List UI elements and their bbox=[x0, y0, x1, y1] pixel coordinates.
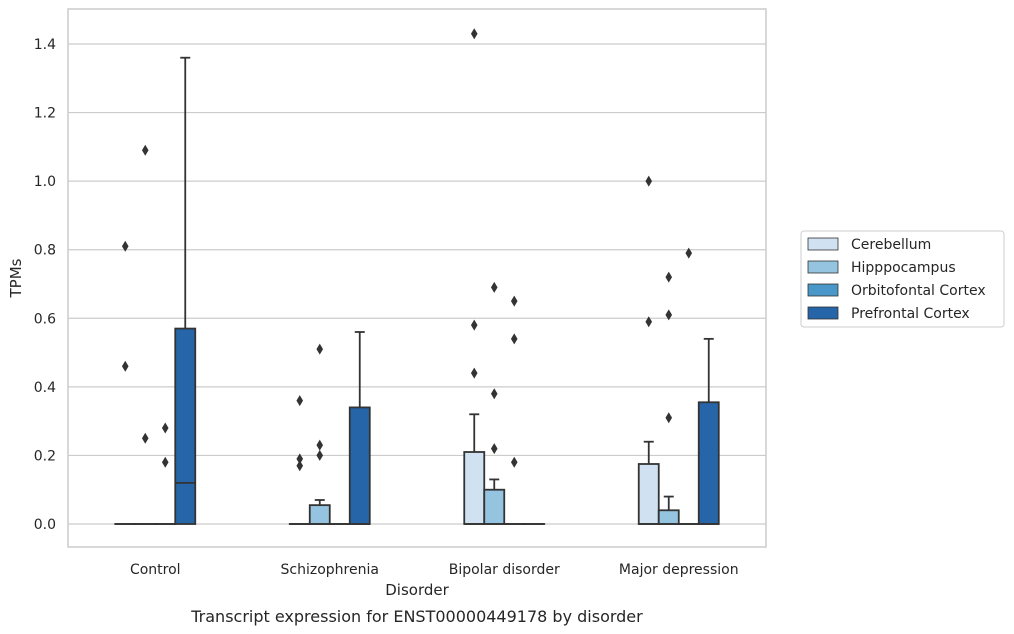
box-hipppocampus bbox=[657, 271, 680, 525]
box-hipppocampus bbox=[483, 281, 506, 525]
legend-swatch bbox=[807, 306, 839, 320]
chart-caption: Transcript expression for ENST0000044917… bbox=[190, 607, 643, 626]
x-tick-label: Control bbox=[130, 562, 181, 578]
box-body bbox=[657, 509, 680, 525]
outlier-point bbox=[470, 319, 478, 331]
outlier-point bbox=[470, 28, 478, 40]
outlier-point bbox=[296, 453, 304, 465]
outlier-point bbox=[296, 460, 304, 472]
y-tick-label: 0.0 bbox=[34, 517, 56, 533]
x-tick-label: Schizophrenia bbox=[281, 562, 379, 578]
legend-frame bbox=[800, 230, 1005, 328]
x-tick-label: Bipolar disorder bbox=[449, 562, 560, 578]
plot-area bbox=[68, 9, 766, 547]
outlier-point bbox=[121, 240, 129, 252]
box-body bbox=[463, 451, 486, 525]
y-tick-label: 0.8 bbox=[34, 243, 56, 259]
legend-swatch bbox=[807, 283, 839, 297]
y-axis-title: TPMs bbox=[7, 258, 25, 298]
box-body bbox=[483, 488, 506, 525]
box-hipppocampus bbox=[308, 343, 331, 525]
box-prefrontal-cortex bbox=[348, 331, 371, 525]
box-body bbox=[697, 401, 720, 525]
y-tick-label: 1.2 bbox=[34, 106, 56, 122]
outlier-point bbox=[510, 295, 518, 307]
outlier-point bbox=[141, 432, 149, 444]
y-tick-label: 0.2 bbox=[34, 448, 56, 464]
legend-label: Orbitofontal Cortex bbox=[851, 283, 986, 299]
outlier-point bbox=[470, 367, 478, 379]
outlier-point bbox=[316, 343, 324, 355]
outlier-point bbox=[665, 271, 673, 283]
y-tick-label: 1.4 bbox=[34, 37, 56, 53]
box-cerebellum bbox=[637, 175, 660, 525]
x-tick-label: Major depression bbox=[619, 562, 739, 578]
outlier-point bbox=[490, 281, 498, 293]
outlier-point bbox=[645, 175, 653, 187]
x-axis-title: Disorder bbox=[385, 581, 449, 599]
box-cerebellum bbox=[114, 240, 137, 525]
outlier-point bbox=[685, 247, 693, 259]
outlier-point bbox=[141, 144, 149, 156]
y-tick-label: 1.0 bbox=[34, 174, 56, 190]
outlier-point bbox=[490, 388, 498, 400]
outlier-point bbox=[316, 449, 324, 461]
outlier-point bbox=[490, 443, 498, 455]
box-body bbox=[348, 406, 371, 525]
outlier-point bbox=[121, 360, 129, 372]
box-prefrontal-cortex bbox=[697, 337, 720, 525]
box-prefrontal-cortex bbox=[174, 56, 197, 525]
box-body bbox=[174, 327, 197, 525]
outlier-point bbox=[645, 316, 653, 328]
outlier-point bbox=[161, 456, 169, 468]
outlier-point bbox=[161, 422, 169, 434]
outlier-point bbox=[510, 456, 518, 468]
legend-swatch bbox=[807, 260, 839, 274]
plot-frame bbox=[67, 8, 767, 548]
y-tick-label: 0.6 bbox=[34, 311, 56, 327]
outlier-point bbox=[510, 333, 518, 345]
y-tick-label: 0.4 bbox=[34, 380, 56, 396]
legend-label: Prefrontal Cortex bbox=[851, 306, 970, 322]
box-body bbox=[637, 463, 660, 525]
outlier-point bbox=[296, 395, 304, 407]
chart-marks bbox=[114, 28, 720, 525]
legend-label: Hipppocampus bbox=[851, 260, 956, 276]
outlier-point bbox=[665, 309, 673, 321]
box-cerebellum bbox=[463, 28, 486, 525]
outlier-point bbox=[665, 412, 673, 424]
box-body bbox=[308, 504, 331, 525]
legend-label: Cerebellum bbox=[851, 237, 931, 253]
y-axis: 0.0 0.2 0.4 0.6 0.8 1.0 1.2 1.4 bbox=[34, 37, 56, 533]
legend-swatch bbox=[807, 237, 839, 251]
outlier-point bbox=[316, 439, 324, 451]
x-axis: Control Schizophrenia Bipolar disorder Majo… bbox=[130, 562, 739, 578]
legend: Cerebellum Hipppocampus Orbitofontal Corte… bbox=[800, 230, 1005, 328]
